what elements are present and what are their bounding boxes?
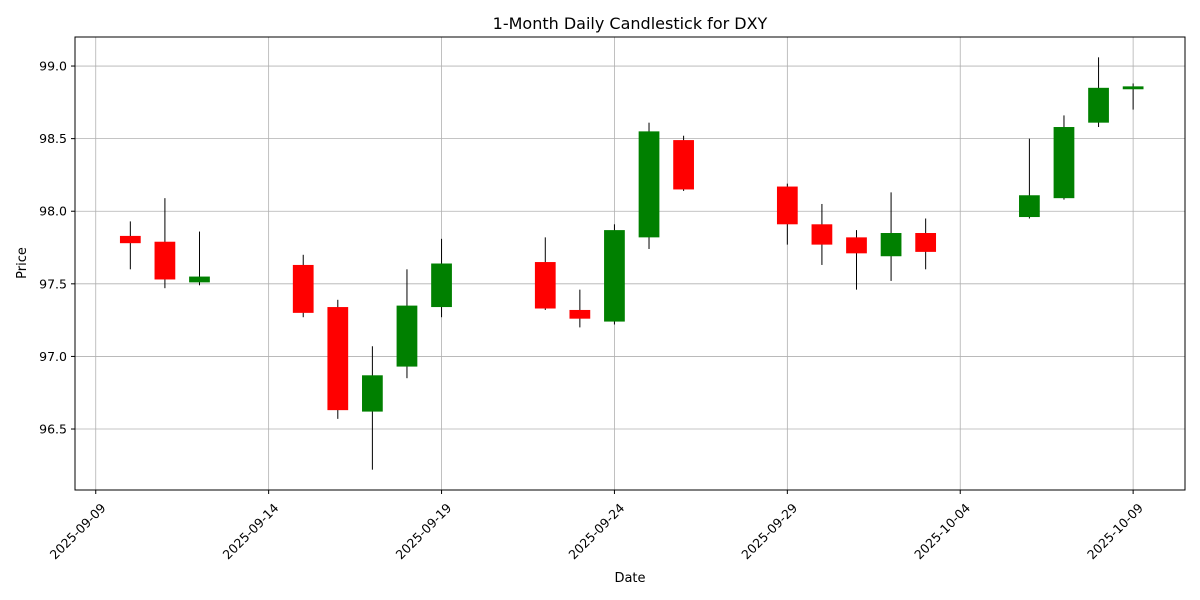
candle (189, 231, 210, 286)
candle (396, 269, 418, 379)
x-tick-label: 2025-10-09 (1084, 500, 1146, 562)
candle (1053, 115, 1075, 200)
y-tick-label: 97.5 (39, 276, 67, 291)
candle (1122, 83, 1144, 110)
candle (569, 289, 591, 328)
candle (604, 224, 625, 325)
candle-body-up (1122, 86, 1144, 90)
candle-body-down (915, 233, 937, 252)
candle-body-up (604, 230, 625, 322)
x-tick-label: 2025-09-24 (565, 500, 627, 562)
candle (1019, 138, 1040, 219)
candle-body-up (1088, 87, 1109, 123)
y-tick-label: 96.5 (39, 422, 67, 437)
candle-body-up (189, 276, 210, 283)
candle-body-down (811, 224, 833, 245)
candle (292, 254, 314, 318)
candle (811, 203, 833, 265)
x-axis-label: Date (614, 571, 645, 586)
candle-body-up (396, 305, 418, 367)
candle-body-up (1019, 195, 1040, 218)
chart-title: 1-Month Daily Candlestick for DXY (493, 14, 768, 33)
x-tick-label: 2025-10-04 (911, 500, 973, 562)
x-tick-label: 2025-09-09 (47, 500, 109, 562)
candle-body-up (880, 233, 902, 257)
candle-body-up (362, 375, 383, 412)
candle-body-up (431, 263, 452, 308)
candle-body-down (846, 237, 867, 254)
x-tick-label: 2025-09-14 (220, 500, 282, 562)
y-tick-label: 97.0 (39, 349, 67, 364)
candle (431, 238, 452, 318)
candle (119, 221, 141, 270)
candle-body-down (154, 241, 176, 280)
candle-body-down (569, 309, 591, 319)
candle (776, 183, 798, 245)
grid-lines (75, 37, 1185, 490)
y-tick-label: 98.5 (39, 131, 67, 146)
candle (154, 198, 176, 289)
candle-body-down (119, 235, 141, 244)
candle (1088, 57, 1109, 128)
candle-body-up (1053, 127, 1075, 199)
y-tick-label: 99.0 (39, 59, 67, 74)
y-axis-label: Price (15, 247, 30, 279)
plot-frame (74, 36, 1186, 491)
candles (119, 57, 1144, 470)
candle (534, 237, 556, 310)
candle (638, 122, 660, 249)
candle (846, 230, 867, 290)
candle (327, 299, 349, 419)
x-axis-ticks: 2025-09-09 2025-09-14 2025-09-19 2025-09-24… (47, 490, 1146, 562)
candle-body-down (534, 262, 556, 309)
candle-body-down (673, 140, 694, 190)
x-tick-label: 2025-09-19 (392, 500, 454, 562)
candle-body-down (292, 264, 314, 313)
candle (673, 135, 694, 191)
candle-body-down (776, 186, 798, 225)
y-tick-label: 98.0 (39, 204, 67, 219)
candle (362, 346, 383, 470)
candle (880, 192, 902, 281)
candle-body-down (327, 307, 349, 411)
candle-body-up (638, 131, 660, 238)
y-axis-ticks: 96.5 97.0 97.5 98.0 98.5 99.0 (39, 59, 75, 437)
x-tick-label: 2025-09-29 (738, 500, 800, 562)
candle (915, 218, 937, 270)
